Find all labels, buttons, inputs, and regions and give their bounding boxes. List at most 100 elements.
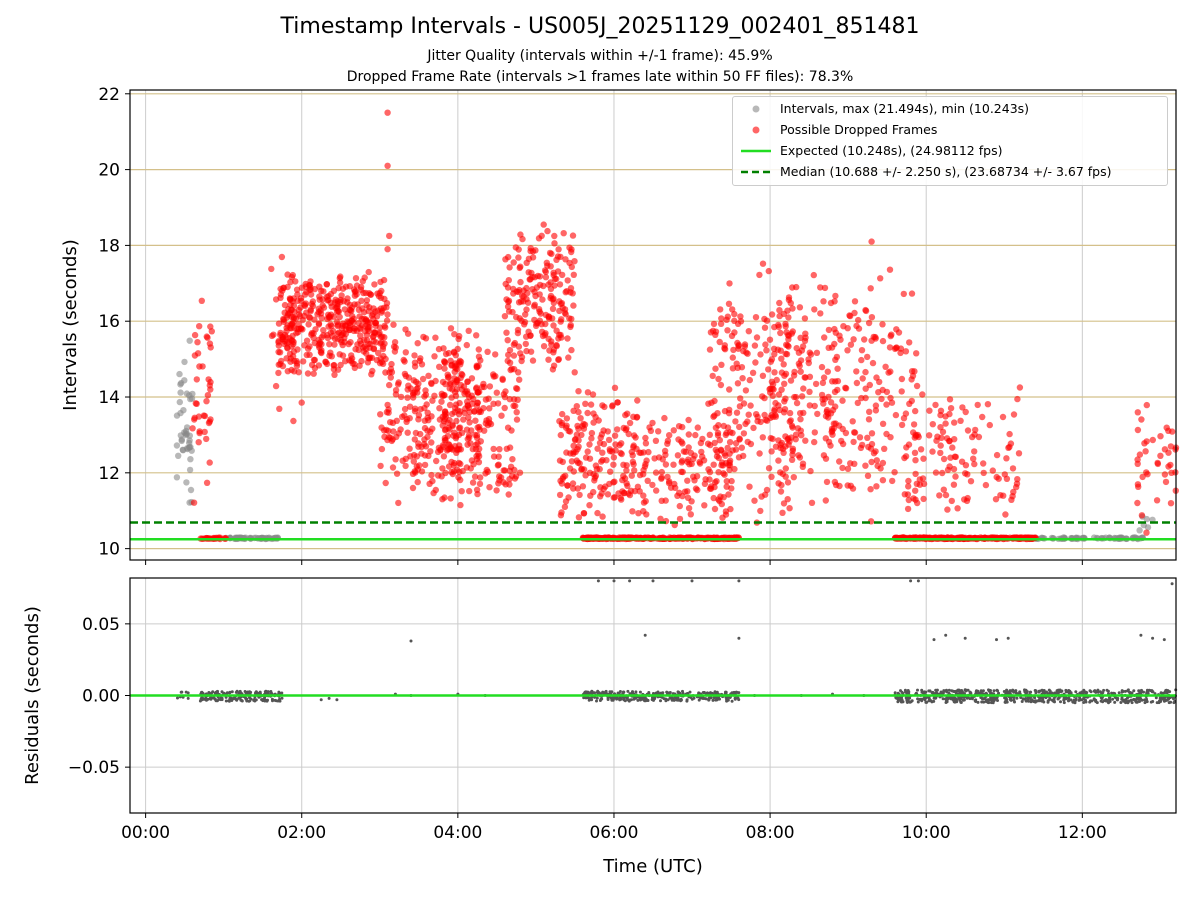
dropped-frame-point [582,400,589,407]
dropped-frame-point [570,485,577,492]
residual-point [1170,582,1174,586]
dropped-frame-point [829,406,837,414]
dropped-frame-point [446,401,454,409]
dropped-frame-point [932,469,940,476]
dropped-frame-point [505,491,512,498]
dropped-frame-point [382,324,389,331]
dropped-frame-point [441,365,448,372]
dropped-frame-point [306,314,313,321]
dropped-frame-point [642,498,649,505]
dropped-frame-point [979,413,986,421]
dropped-frame-point [576,491,583,499]
dropped-frame-point [494,400,502,407]
residual-point [968,691,972,695]
dropped-frame-point [782,323,789,330]
dropped-frame-point [908,290,916,297]
dropped-frame-point [771,369,778,376]
dropped-frame-point [194,339,201,346]
legend-entry-dropped: Possible Dropped Frames [733,120,1167,140]
dropped-frame-point [964,427,972,434]
dropped-frame-point [411,389,418,396]
dropped-frame-point [203,398,210,405]
dropped-frame-point [707,329,715,336]
dropped-frame-point [777,469,784,476]
dropped-frame-point [879,477,887,484]
residual-point [276,699,280,703]
residual-point [896,697,900,701]
residual-point [1111,697,1115,701]
dropped-frame-point [504,424,512,431]
dropped-frame-point [729,429,736,437]
dropped-frame-point [623,462,630,469]
dropped-frame-point [1134,409,1142,416]
intervals-points [173,337,1156,543]
residual-point [280,696,284,700]
dropped-frame-point [868,430,876,437]
dropped-frame-point [440,345,447,352]
dropped-frame-point [522,340,529,348]
dropped-frame-point [919,391,926,398]
dropped-frame-point [1001,471,1008,478]
dropped-frame-point [490,453,498,460]
dropped-frame-point [707,441,714,449]
dropped-frame-point [751,497,758,504]
residual-point [974,689,978,693]
dropped-frame-point [1163,424,1170,431]
dropped-frame-point [517,278,524,286]
dropped-frame-point [562,498,570,505]
residual-point [930,691,934,695]
dropped-frame-point [431,392,438,399]
dropped-frame-point [545,335,552,342]
dropped-frame-point [439,496,446,503]
dropped-frame-point [724,313,731,320]
bottom-xlabel: Time (UTC) [602,856,703,877]
dropped-frame-point [771,351,778,358]
dropped-frame-point [711,397,718,405]
legend-entry-expected: Expected (10.248s), (24.98112 fps) [733,141,1167,161]
residual-point [733,696,737,700]
dropped-frame-point [575,408,582,416]
residual-point [643,633,647,637]
residual-point [1064,697,1068,701]
dropped-frame-point [599,449,606,456]
residual-point [935,691,938,695]
dropped-frame-point [912,457,919,464]
dropped-frame-point [354,341,361,348]
dropped-frame-point [544,227,551,235]
dropped-frame-point [505,297,513,304]
dropped-frame-point [298,399,305,406]
dropped-frame-point [383,317,391,324]
residual-point [1155,701,1159,705]
dropped-frame-point [774,346,782,353]
dropped-frame-point [862,394,869,402]
dropped-frame-point [692,431,699,439]
residual-point [1018,690,1022,694]
dropped-frame-point [989,467,996,474]
dropped-frame-point [506,396,513,403]
interval-point [180,407,187,414]
dropped-frame-point [929,421,936,428]
dropped-frame-point [570,407,577,414]
dropped-frame-point [712,424,720,431]
dropped-frame-point [566,315,573,322]
residual-point [995,638,998,642]
dropped-frame-point [798,393,806,400]
residual-point [1150,690,1154,694]
residual-point [924,700,928,704]
dropped-frame-point [825,326,833,334]
dropped-frame-point [898,388,905,395]
residual-point [1139,633,1143,637]
residual-point [1124,699,1128,703]
bottom-xtick-label: 08:00 [746,823,795,843]
residual-point [662,697,666,701]
dropped-frame-point [289,332,296,340]
residual-point [596,579,600,583]
dropped-frame-point [402,349,409,356]
dropped-frame-point [607,468,614,475]
residual-point [953,696,957,700]
dropped-frame-point [568,263,575,271]
dropped-frame-point [539,296,546,303]
dropped-frame-point [731,329,738,336]
residual-point [1052,699,1055,703]
dropped-frame-point [514,385,521,393]
